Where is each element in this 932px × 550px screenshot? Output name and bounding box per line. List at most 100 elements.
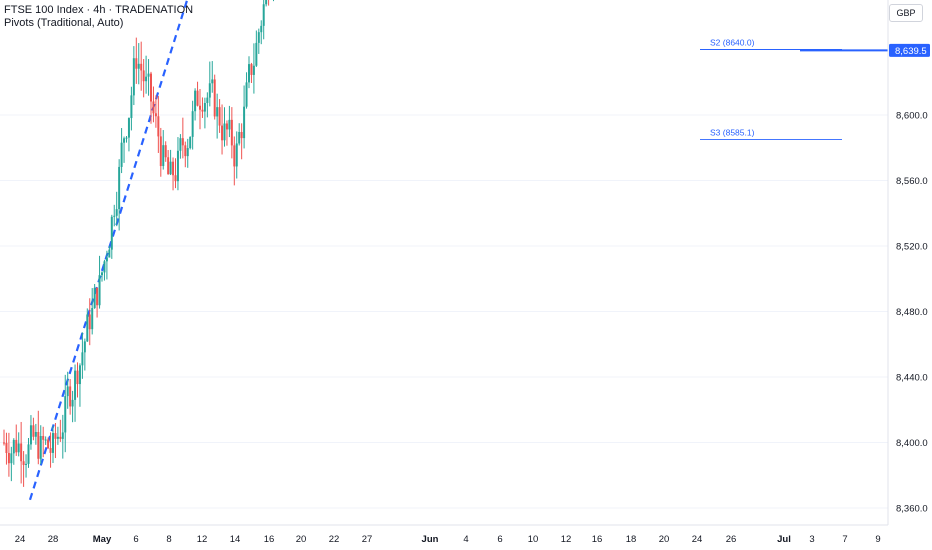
candle-body: [108, 249, 111, 258]
time-axis: 24 28 May 6 8 12 14 16 20 22 27 Jun 4 6 10 12 16 18 20 24 26…: [0, 524, 888, 545]
candle-body: [164, 145, 167, 158]
candle-body: [76, 370, 79, 385]
candle-body: [159, 136, 162, 167]
candle-body: [71, 399, 74, 407]
candle-body: [147, 73, 150, 77]
candle-body: [152, 101, 155, 114]
time-tick-label: 24: [15, 534, 26, 545]
time-tick-label: 4: [463, 534, 468, 545]
key-level-value: 8,639.5: [895, 46, 927, 57]
candle-body: [225, 123, 228, 130]
candle-body: [157, 116, 160, 137]
candle-body: [181, 138, 184, 146]
time-tick-label: 16: [592, 534, 603, 545]
candle-body: [93, 287, 96, 309]
candle-body: [98, 275, 101, 306]
candle-body: [238, 132, 241, 144]
price-tick-label: 8,560.0: [896, 176, 928, 187]
candle-body: [110, 216, 113, 250]
candle-body: [52, 433, 54, 453]
candle-body: [20, 443, 23, 462]
candle-body: [123, 138, 126, 143]
time-tick-label: 22: [329, 534, 340, 545]
candle-body: [230, 119, 233, 146]
candle-body: [81, 352, 84, 366]
candle-body: [218, 107, 221, 126]
time-tick-label: Jul: [777, 534, 791, 545]
candle-body: [162, 145, 165, 167]
candle-body: [245, 82, 248, 107]
time-tick-label: 16: [264, 534, 275, 545]
candle-body: [140, 63, 143, 71]
candle-body: [22, 461, 25, 465]
candle-body: [27, 444, 30, 464]
time-tick-label: 26: [726, 534, 737, 545]
candle-body: [255, 42, 258, 66]
time-tick-label: May: [93, 534, 112, 545]
time-tick-label: 12: [561, 534, 572, 545]
time-tick-label: 9: [875, 534, 880, 545]
candle-body: [257, 32, 260, 43]
candle-body: [32, 425, 35, 437]
price-tick-label: 8,360.0: [896, 504, 928, 515]
price-axis: 8,920.08,880.08,840.08,760.08,720.08,680…: [887, 0, 928, 525]
candle-body: [127, 118, 130, 138]
candle-body: [10, 453, 13, 464]
candle-body: [189, 136, 192, 149]
price-tick-label: 8,400.0: [896, 438, 928, 449]
candle-body: [96, 287, 99, 306]
time-tick-label: 8: [166, 534, 171, 545]
candle-body: [113, 215, 116, 217]
candle-body: [59, 436, 62, 439]
candle-body: [39, 436, 42, 459]
price-tick-label: 8,520.0: [896, 242, 928, 253]
candle-body: [179, 138, 182, 151]
candle-body: [69, 386, 72, 407]
candle-body: [37, 432, 40, 459]
candle-body: [118, 166, 121, 210]
candle-body: [235, 143, 238, 167]
candle-body: [135, 58, 138, 69]
candle-body: [132, 58, 135, 96]
candle-body: [186, 148, 189, 157]
candle-body: [216, 107, 219, 117]
candle-body: [105, 257, 108, 262]
candle-body: [3, 442, 5, 444]
candle-body: [29, 425, 32, 445]
candle-body: [34, 432, 37, 437]
horizontal-levels-layer: 8,900.78,872.08,843.38,739.28,694.48,639…: [800, 43, 930, 57]
candle-body: [169, 161, 172, 175]
candle-body: [42, 436, 45, 440]
time-tick-label: 20: [659, 534, 670, 545]
candle-body: [101, 272, 103, 276]
candle-body: [17, 443, 20, 453]
candle-body: [78, 365, 81, 385]
candle-body: [262, 4, 265, 26]
indicator-name: Pivots (Traditional, Auto): [4, 17, 124, 29]
pivot-label-s2: S2 (8640.0): [710, 38, 755, 48]
candle-body: [125, 137, 128, 139]
candle-body: [213, 79, 216, 117]
time-tick-label: 28: [48, 534, 59, 545]
chart-grid: [0, 114, 888, 509]
candle-body: [260, 25, 263, 33]
candle-body: [130, 95, 133, 119]
trendline: [28, 0, 189, 501]
pivot-label-s3: S3 (8585.1): [710, 127, 755, 137]
candle-body: [243, 106, 246, 139]
candle-body: [54, 433, 57, 439]
candle-body: [88, 314, 91, 330]
candle-body: [248, 64, 250, 83]
time-tick-label: 6: [497, 534, 502, 545]
candle-body: [7, 452, 10, 464]
candle-body: [142, 70, 145, 82]
candle-body: [154, 113, 157, 117]
trendline-layer: [28, 0, 189, 501]
candle-body: [250, 64, 253, 75]
candle-body: [172, 161, 175, 176]
currency-button[interactable]: GBP: [889, 4, 923, 22]
candle-body: [115, 209, 118, 216]
candle-body: [145, 76, 148, 82]
candle-body: [91, 308, 94, 330]
